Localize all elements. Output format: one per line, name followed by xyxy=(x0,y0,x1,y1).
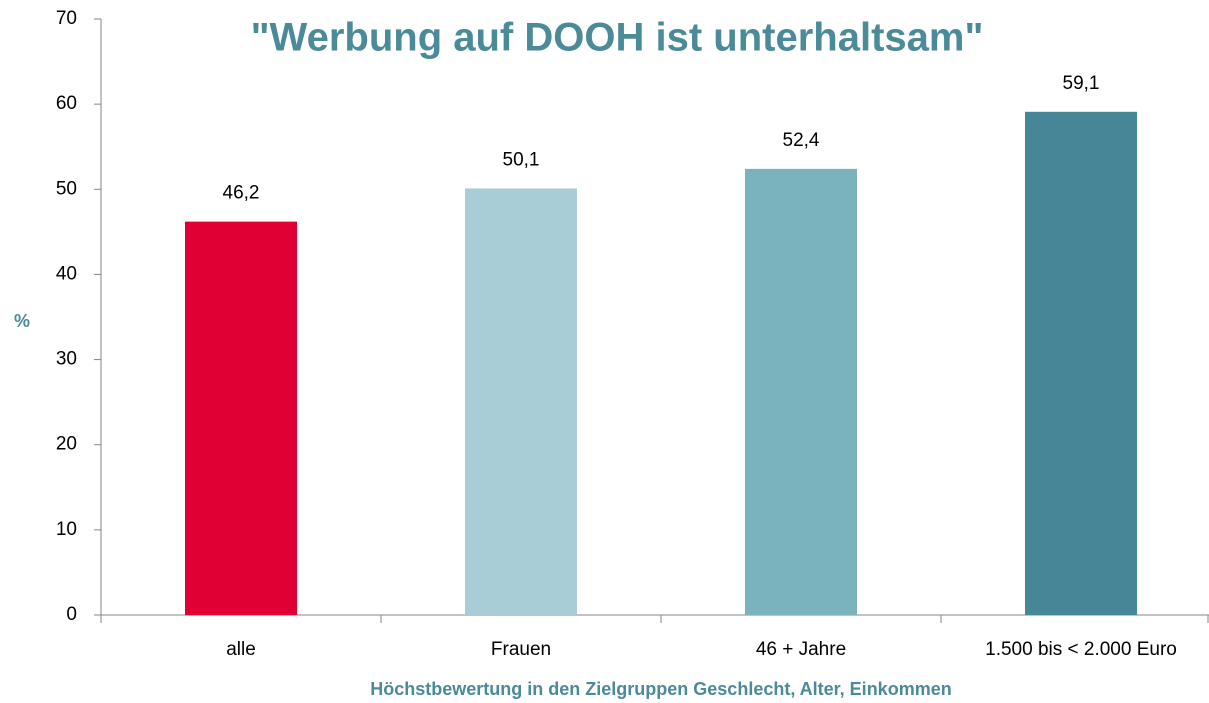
y-axis-label: % xyxy=(14,311,30,331)
data-label: 59,1 xyxy=(1063,73,1100,94)
x-tick-label: alle xyxy=(226,639,256,660)
y-tick-label: 70 xyxy=(56,8,77,29)
y-tick-label: 20 xyxy=(56,434,77,455)
data-label: 50,1 xyxy=(503,149,540,170)
bar xyxy=(745,168,857,615)
y-tick-label: 60 xyxy=(56,93,77,114)
data-label: 52,4 xyxy=(783,130,820,151)
y-tick-label: 50 xyxy=(56,178,77,199)
bar xyxy=(465,188,577,616)
y-tick-label: 40 xyxy=(56,263,77,284)
x-tick-label: 46 + Jahre xyxy=(756,639,846,660)
data-label: 46,2 xyxy=(223,183,260,204)
chart-title: "Werbung auf DOOH ist unterhaltsam" xyxy=(251,16,984,60)
bar xyxy=(1025,111,1137,615)
y-tick-label: 10 xyxy=(56,519,77,540)
y-tick-label: 30 xyxy=(56,349,77,370)
x-tick-label: Frauen xyxy=(491,639,551,660)
x-axis-label: Höchstbewertung in den Zielgruppen Gesch… xyxy=(370,679,951,699)
x-tick-label: 1.500 bis < 2.000 Euro xyxy=(985,639,1177,660)
y-tick-label: 0 xyxy=(66,604,77,625)
bar xyxy=(185,221,297,615)
